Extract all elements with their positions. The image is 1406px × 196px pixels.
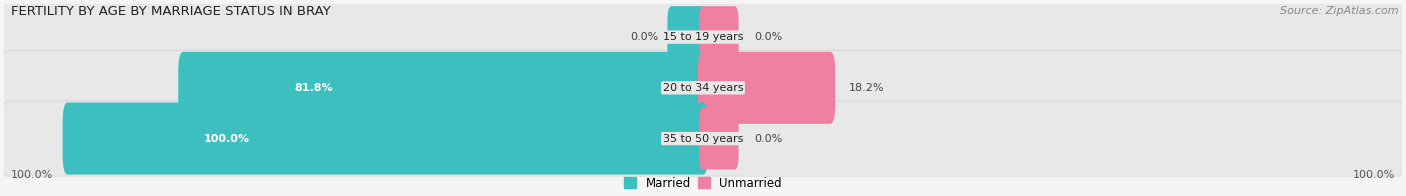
Text: 15 to 19 years: 15 to 19 years <box>662 32 744 42</box>
Text: 100.0%: 100.0% <box>204 134 249 144</box>
Text: 18.2%: 18.2% <box>849 83 884 93</box>
FancyBboxPatch shape <box>3 0 1403 75</box>
FancyBboxPatch shape <box>63 103 709 175</box>
FancyBboxPatch shape <box>697 52 835 124</box>
Legend: Married, Unmarried: Married, Unmarried <box>624 177 782 190</box>
FancyBboxPatch shape <box>668 6 707 68</box>
Text: 81.8%: 81.8% <box>294 83 333 93</box>
Text: 20 to 34 years: 20 to 34 years <box>662 83 744 93</box>
Text: 100.0%: 100.0% <box>1353 170 1396 180</box>
FancyBboxPatch shape <box>3 50 1403 125</box>
FancyBboxPatch shape <box>179 52 709 124</box>
Text: 0.0%: 0.0% <box>754 134 782 144</box>
FancyBboxPatch shape <box>3 101 1403 176</box>
Text: Source: ZipAtlas.com: Source: ZipAtlas.com <box>1281 6 1399 16</box>
Text: 0.0%: 0.0% <box>630 32 658 42</box>
FancyBboxPatch shape <box>699 108 738 170</box>
Text: 35 to 50 years: 35 to 50 years <box>662 134 744 144</box>
Text: FERTILITY BY AGE BY MARRIAGE STATUS IN BRAY: FERTILITY BY AGE BY MARRIAGE STATUS IN B… <box>10 5 330 18</box>
FancyBboxPatch shape <box>699 6 738 68</box>
Text: 100.0%: 100.0% <box>10 170 53 180</box>
Text: 0.0%: 0.0% <box>754 32 782 42</box>
